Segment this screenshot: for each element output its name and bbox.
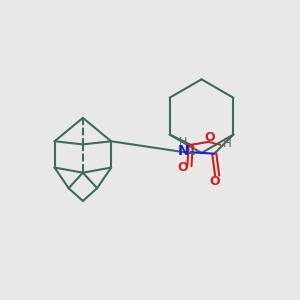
Text: O: O	[209, 175, 220, 188]
Text: O: O	[205, 131, 215, 144]
Text: H: H	[179, 137, 188, 147]
Text: H: H	[222, 137, 231, 150]
Text: N: N	[178, 144, 189, 158]
Text: O: O	[178, 161, 188, 174]
